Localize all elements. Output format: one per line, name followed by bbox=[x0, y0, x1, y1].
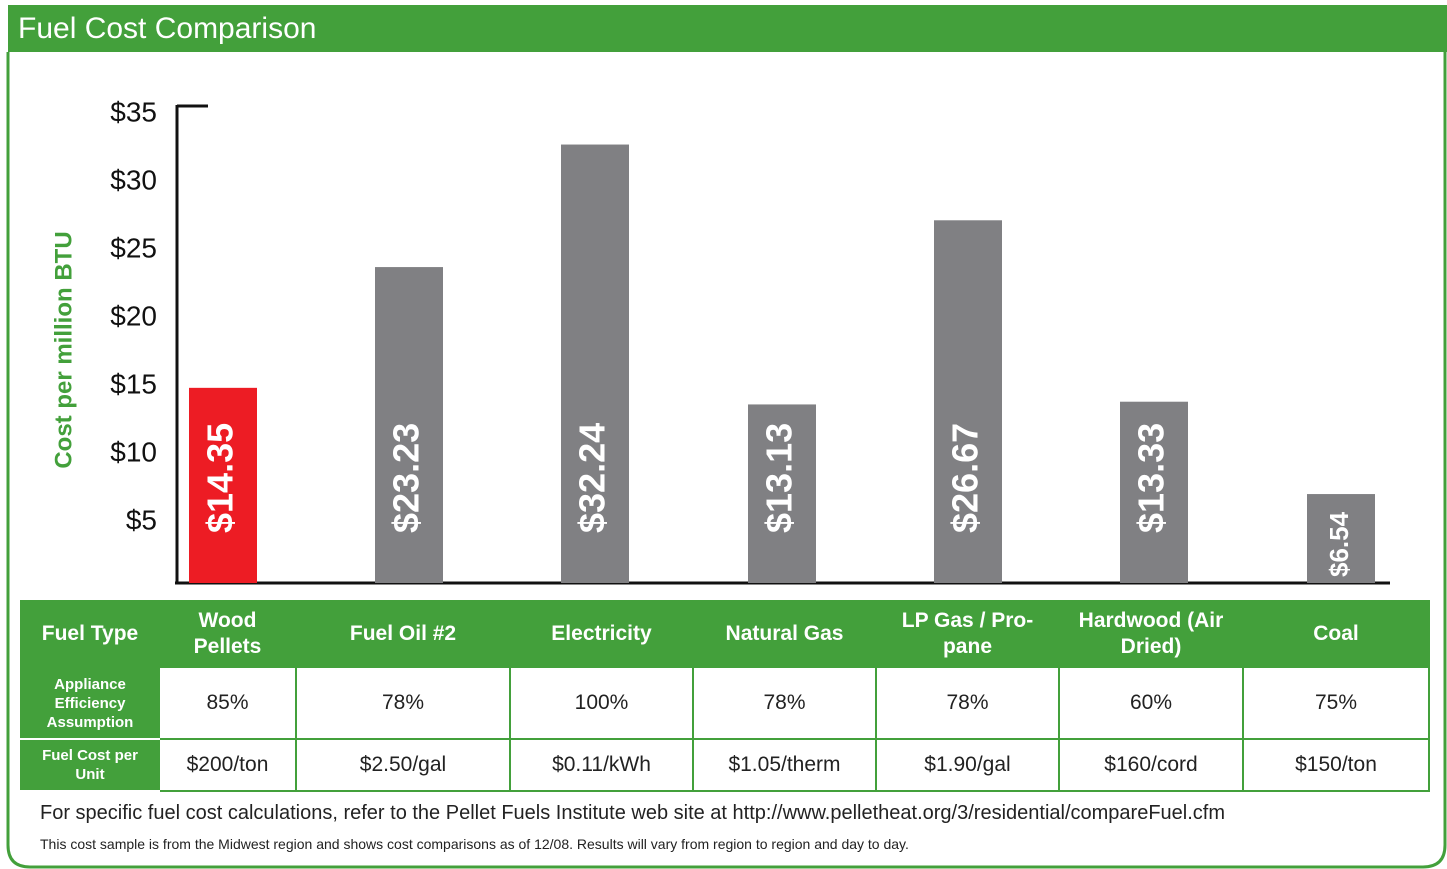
table-cell: $1.90/gal bbox=[875, 738, 1060, 792]
y-tick-label: $25 bbox=[110, 232, 157, 263]
category-header: Wood Pellets bbox=[158, 600, 297, 668]
chart-title: Fuel Cost Comparison bbox=[18, 12, 316, 45]
table-cell: $160/cord bbox=[1058, 738, 1244, 792]
value-label: $6.54 bbox=[1324, 511, 1354, 577]
table-cell: $2.50/gal bbox=[295, 738, 511, 792]
category-header: Natural Gas bbox=[692, 600, 877, 668]
table-cell: 85% bbox=[158, 666, 297, 740]
category-header: Hardwood (Air Dried) bbox=[1058, 600, 1244, 668]
bar bbox=[189, 387, 257, 583]
y-tick-label: $15 bbox=[110, 368, 157, 399]
table-cell: 78% bbox=[692, 666, 877, 740]
value-label: $23.23 bbox=[386, 423, 427, 533]
frame bbox=[6, 52, 1447, 869]
bar bbox=[375, 267, 443, 583]
y-tick-label: $10 bbox=[110, 436, 157, 467]
table-cell: 60% bbox=[1058, 666, 1244, 740]
value-label: $14.35 bbox=[200, 423, 241, 533]
bar bbox=[561, 144, 629, 583]
category-header: Electricity bbox=[509, 600, 694, 668]
bar bbox=[748, 404, 816, 583]
bar bbox=[934, 220, 1002, 583]
y-tick-label: $35 bbox=[110, 96, 157, 127]
table-cell: $200/ton bbox=[158, 738, 297, 792]
fuel-table: Fuel Type Wood Pellets Fuel Oil #2 Electric… bbox=[20, 600, 1430, 792]
value-label: $26.67 bbox=[945, 423, 986, 533]
note: For specific fuel cost calculations, ref… bbox=[40, 802, 1225, 824]
category-header: LP Gas / Pro-pane bbox=[875, 600, 1060, 668]
table-cell: 75% bbox=[1242, 666, 1430, 740]
table-row: Fuel Cost per Unit $200/ton $2.50/gal $0.11… bbox=[20, 738, 1430, 792]
value-label: $32.24 bbox=[572, 423, 613, 533]
table-cell: 78% bbox=[295, 666, 511, 740]
y-tick-label: $30 bbox=[110, 164, 157, 195]
value-label: $13.13 bbox=[759, 423, 800, 533]
row-label: Appliance Efficiency Assumption bbox=[20, 666, 160, 740]
y-axis-label: Cost per million BTU bbox=[50, 231, 77, 468]
table-cell: 100% bbox=[509, 666, 694, 740]
category-header: Coal bbox=[1242, 600, 1430, 668]
y-tick-label: $5 bbox=[126, 504, 157, 535]
table-cell: 78% bbox=[875, 666, 1060, 740]
bar bbox=[1307, 494, 1375, 583]
table-cell: $150/ton bbox=[1242, 738, 1430, 792]
header-bar bbox=[8, 5, 1447, 52]
table-header: Fuel Type bbox=[20, 600, 160, 668]
y-tick-label: $20 bbox=[110, 300, 157, 331]
note: This cost sample is from the Midwest reg… bbox=[40, 836, 909, 852]
value-label: $13.33 bbox=[1131, 423, 1172, 533]
category-header: Fuel Oil #2 bbox=[295, 600, 511, 668]
row-label: Fuel Cost per Unit bbox=[20, 738, 160, 792]
table-cell: $1.05/therm bbox=[692, 738, 877, 792]
table-cell: $0.11/kWh bbox=[509, 738, 694, 792]
table-row: Appliance Efficiency Assumption 85% 78% 100… bbox=[20, 666, 1430, 740]
bar bbox=[1120, 401, 1188, 583]
